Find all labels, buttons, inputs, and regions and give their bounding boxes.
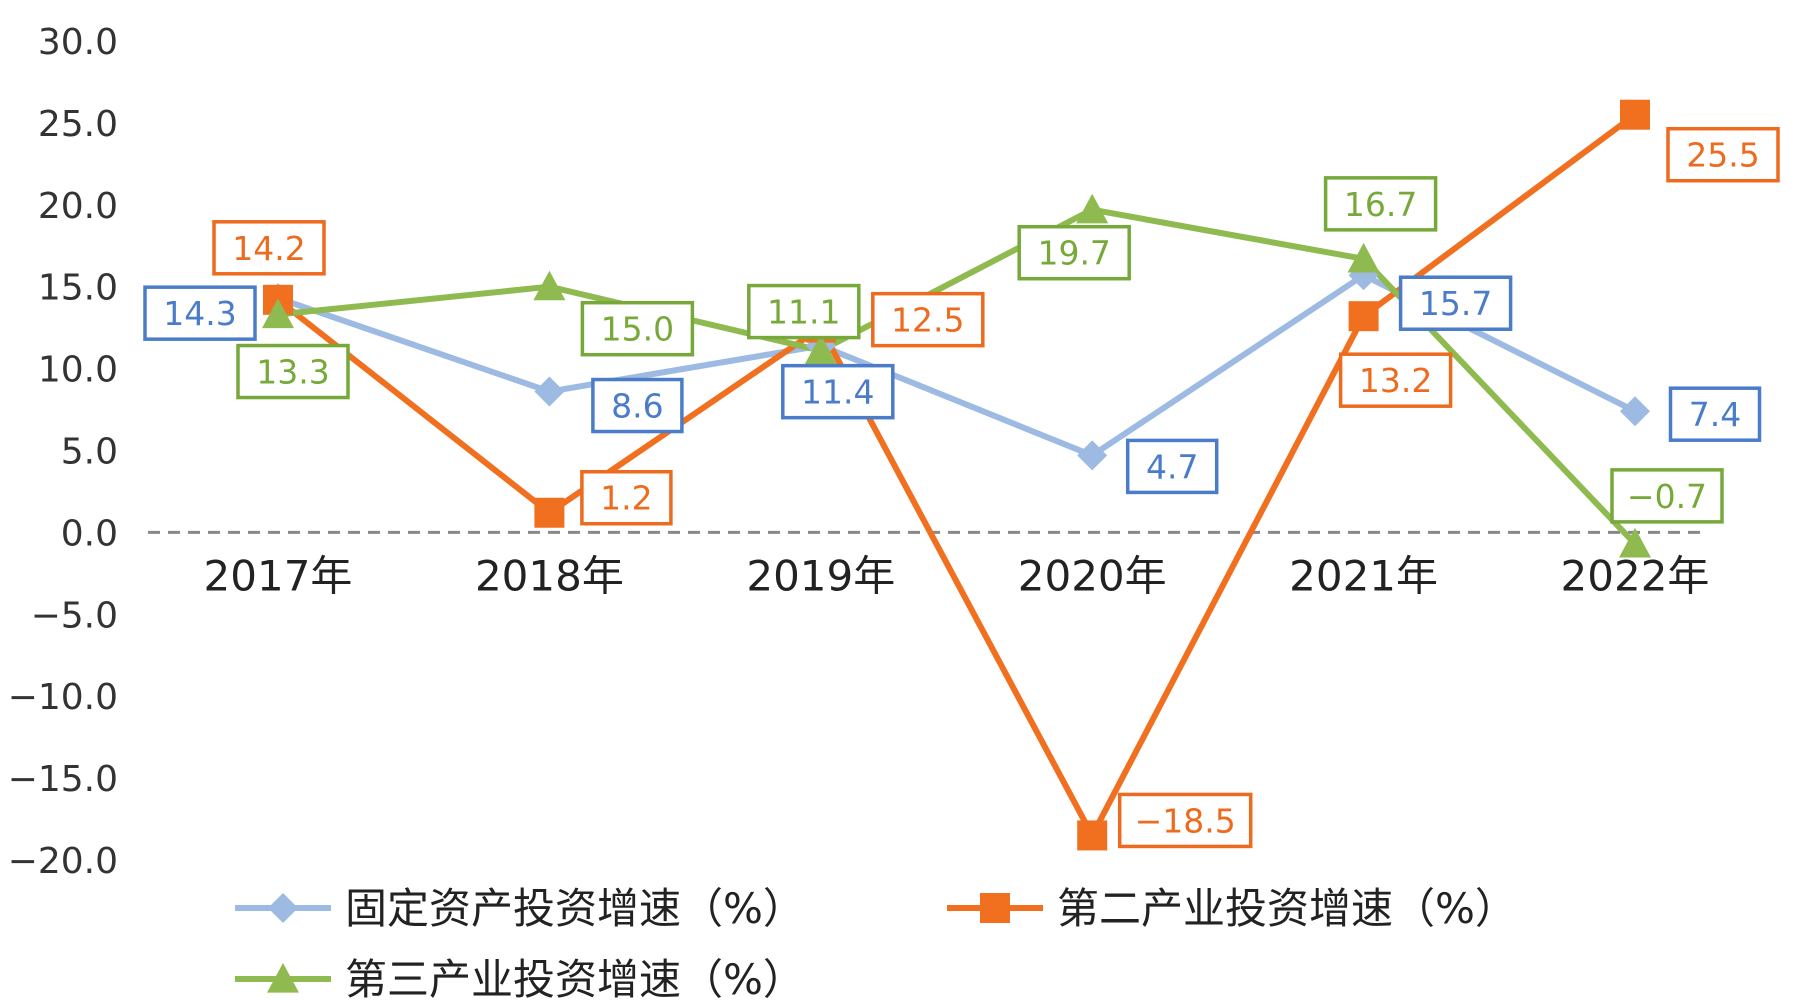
data-point-s3 <box>1347 242 1380 273</box>
data-label-box-s2 <box>1338 352 1453 408</box>
data-label-box-s1 <box>1668 386 1762 442</box>
data-label-s1: 8.6 <box>611 387 663 426</box>
data-point-s3 <box>262 298 294 329</box>
data-point-s1 <box>1620 396 1650 427</box>
data-label-s1: 7.4 <box>1689 395 1741 434</box>
legend-marker-1 <box>268 893 298 923</box>
data-label-s3: 11.1 <box>767 293 840 332</box>
data-label-s3: 16.7 <box>1344 185 1417 224</box>
y-tick-label: 30.0 <box>38 22 118 63</box>
data-label-box-s1 <box>591 377 684 434</box>
x-category-label: 2021年 <box>1289 551 1438 600</box>
legend-marker-3 <box>267 963 299 993</box>
x-category-label: 2018年 <box>475 551 624 600</box>
data-point-s3 <box>1619 527 1651 558</box>
data-label-box-s2 <box>580 469 673 526</box>
data-label-s2: 1.2 <box>600 479 652 518</box>
data-point-s3 <box>1076 193 1109 224</box>
y-tick-label: 10.0 <box>38 350 118 391</box>
data-label-box-s1 <box>1125 438 1219 495</box>
data-label-box-s2 <box>871 291 985 348</box>
data-point-s2 <box>1620 99 1650 130</box>
y-tick-label: −20.0 <box>8 841 118 882</box>
data-label-box-s3 <box>1323 176 1438 232</box>
data-label-s2: 12.5 <box>891 301 964 340</box>
data-label-s3: 13.3 <box>256 353 329 392</box>
data-label-s1: 4.7 <box>1146 447 1198 486</box>
y-tick-label: −5.0 <box>31 595 118 636</box>
data-label-box-s1 <box>781 363 895 420</box>
y-tick-label: 0.0 <box>61 513 118 554</box>
x-category-label: 2017年 <box>204 551 353 600</box>
data-label-s2: 13.2 <box>1359 361 1432 400</box>
data-point-s2 <box>1077 820 1108 851</box>
data-label-s1: 14.3 <box>163 294 236 333</box>
data-label-box-s1 <box>143 285 257 341</box>
data-label-box-s2 <box>1666 126 1780 183</box>
data-label-s3: −0.7 <box>1627 477 1707 516</box>
data-label-box-s3 <box>580 300 695 357</box>
data-label-s3: 19.7 <box>1037 234 1110 273</box>
x-category-label: 2020年 <box>1018 551 1167 600</box>
legend-label-1: 固定资产投资增速（%） <box>345 884 805 933</box>
data-label-s1: 15.7 <box>1419 284 1492 323</box>
y-tick-label: −15.0 <box>8 759 118 800</box>
y-tick-label: 25.0 <box>38 104 118 145</box>
data-point-s3 <box>533 270 566 301</box>
legend-label-3: 第三产业投资增速（%） <box>345 955 805 1000</box>
data-label-box-s2 <box>212 220 326 276</box>
legend-marker-2 <box>980 893 1010 923</box>
data-label-box-s3 <box>236 343 350 400</box>
x-category-label: 2019年 <box>746 551 895 600</box>
y-tick-label: 5.0 <box>61 432 118 473</box>
data-label-box-s3 <box>747 283 861 340</box>
data-label-box-s2 <box>1117 792 1253 849</box>
data-label-box-s3 <box>1017 224 1131 281</box>
data-label-s1: 11.4 <box>801 373 874 412</box>
x-category-label: 2022年 <box>1561 551 1710 600</box>
data-point-s2 <box>534 497 565 528</box>
y-tick-label: 15.0 <box>38 268 118 309</box>
data-label-box-s3 <box>1610 468 1724 524</box>
data-label-s3: 15.0 <box>601 310 674 349</box>
data-label-s2: −18.5 <box>1135 801 1236 840</box>
data-point-s2 <box>1348 301 1379 332</box>
data-label-s2: 25.5 <box>1686 136 1759 175</box>
data-point-s1 <box>534 376 565 407</box>
data-point-s1 <box>1077 440 1108 471</box>
legend-label-2: 第二产业投资增速（%） <box>1057 884 1517 933</box>
data-label-s2: 14.2 <box>232 229 305 268</box>
y-tick-label: −10.0 <box>8 677 118 718</box>
data-label-box-s1 <box>1398 275 1513 331</box>
y-tick-label: 20.0 <box>38 186 118 227</box>
data-point-s3 <box>804 334 837 365</box>
